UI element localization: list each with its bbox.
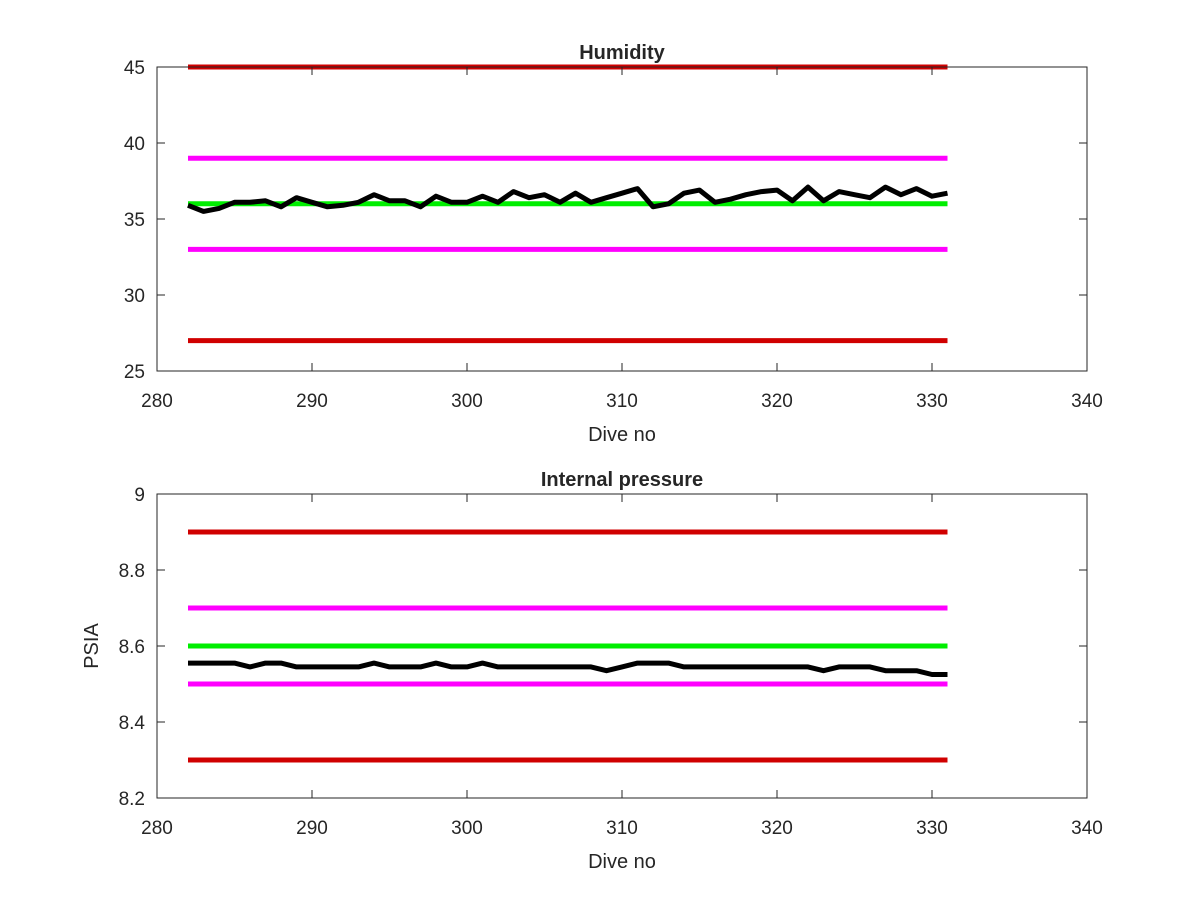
data-series-line — [188, 660, 948, 677]
chart-title: Humidity — [579, 42, 665, 64]
internal-pressure-subplot: 280 290 300 310 320 330 340 8.2 8.4 8.6 8.8 9 Intern… — [81, 469, 1103, 873]
x-axis-label: Dive no — [588, 424, 656, 446]
x-tick-label: 290 — [296, 391, 328, 412]
x-tick-label: 300 — [451, 818, 483, 839]
x-tick-label: 290 — [296, 818, 328, 839]
x-tick-label: 280 — [141, 818, 173, 839]
y-tick-label: 8.4 — [119, 713, 146, 734]
x-tick-label: 330 — [916, 391, 948, 412]
humidity-subplot: 280 290 300 310 320 330 340 25 30 35 40 45 Humidity D… — [124, 42, 1103, 446]
x-tick-label: 320 — [761, 818, 793, 839]
y-tick-label: 25 — [124, 362, 145, 383]
y-tick-label: 30 — [124, 286, 145, 307]
x-tick-label: 330 — [916, 818, 948, 839]
y-tick-label: 9 — [134, 485, 145, 506]
data-series-line — [187, 184, 948, 214]
chart-title: Internal pressure — [541, 469, 703, 491]
x-tick-label: 280 — [141, 391, 173, 412]
y-tick-label: 45 — [124, 58, 145, 79]
x-tick-label: 310 — [606, 391, 638, 412]
y-tick-label: 8.8 — [119, 561, 145, 582]
y-axis-label: PSIA — [81, 623, 103, 669]
y-tick-label: 40 — [124, 134, 145, 155]
plot-area — [157, 67, 1087, 371]
x-tick-label: 320 — [761, 391, 793, 412]
y-tick-label: 35 — [124, 210, 145, 231]
x-tick-label: 310 — [606, 818, 638, 839]
x-tick-label: 340 — [1071, 818, 1103, 839]
x-tick-label: 340 — [1071, 391, 1103, 412]
y-tick-label: 8.6 — [119, 637, 145, 658]
y-tick-label: 8.2 — [119, 789, 145, 810]
x-tick-label: 300 — [451, 391, 483, 412]
x-axis-label: Dive no — [588, 851, 656, 873]
